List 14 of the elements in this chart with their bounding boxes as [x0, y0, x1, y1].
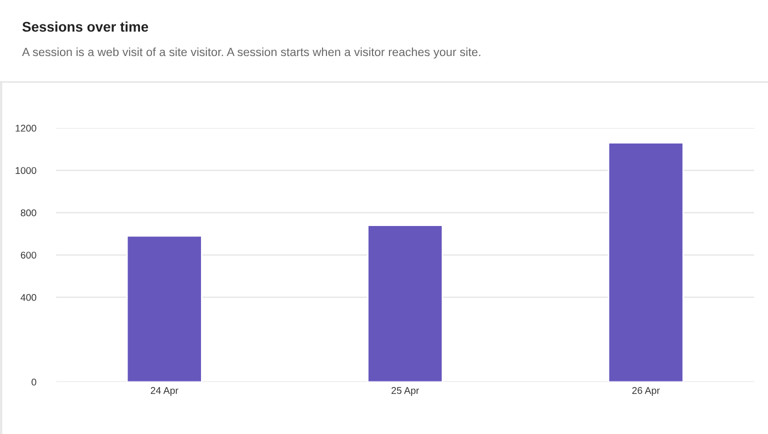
bar	[367, 224, 444, 382]
chart-subtitle: A session is a web visit of a site visitor. A session starts when a visitor reaches your site.	[22, 48, 480, 58]
x-tick-label: 25 Apr	[392, 387, 420, 396]
y-tick-label: 600	[20, 252, 36, 259]
x-tick-label: 26 Apr	[632, 387, 660, 396]
bar	[126, 235, 202, 382]
y-tick-label: 0	[32, 378, 36, 386]
bar	[608, 142, 684, 382]
y-tick-label: 400	[20, 294, 36, 301]
y-tick-label: 1000	[16, 167, 36, 174]
y-tick-label: 800	[20, 209, 36, 216]
chart-title: Sessions over time	[22, 22, 148, 32]
x-tick-label: 24 Apr	[150, 387, 178, 396]
y-tick-label: 1200	[16, 124, 36, 132]
